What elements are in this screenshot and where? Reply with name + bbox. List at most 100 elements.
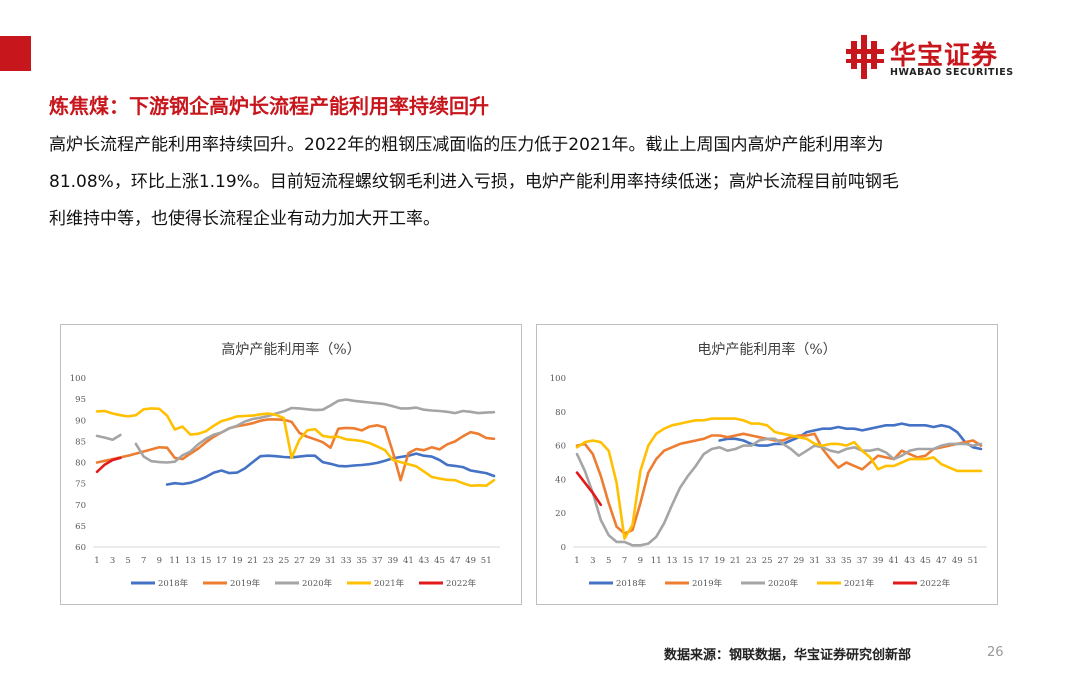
x-tick-label: 45	[434, 556, 445, 566]
series-line-2018	[165, 452, 496, 486]
legend-label: 2019年	[230, 578, 261, 589]
x-tick-label: 35	[841, 556, 852, 566]
y-tick-label: 60	[555, 442, 566, 452]
x-tick-label: 23	[263, 556, 274, 566]
x-tick-label: 43	[419, 556, 430, 566]
body-line-1: 高炉长流程产能利用率持续回升。2022年的粗钢压减面临的压力低于2021年。截止…	[49, 135, 884, 155]
y-tick-label: 60	[75, 543, 86, 553]
legend-label: 2019年	[692, 578, 723, 589]
x-tick-label: 21	[247, 556, 258, 566]
x-tick-label: 7	[622, 556, 627, 566]
x-tick-label: 9	[157, 556, 162, 566]
body-line-3: 利维持中等，也使得长流程企业有动力加大开工率。	[49, 209, 440, 229]
legend-label: 2020年	[768, 578, 799, 589]
series-line-2019	[95, 418, 496, 482]
x-tick-label: 49	[465, 556, 476, 566]
y-tick-label: 70	[75, 501, 86, 511]
x-tick-label: 27	[294, 556, 305, 566]
y-tick-label: 75	[75, 480, 86, 490]
y-tick-label: 40	[555, 475, 566, 485]
x-tick-label: 27	[778, 556, 789, 566]
y-tick-label: 80	[555, 408, 566, 418]
x-tick-label: 25	[278, 556, 289, 566]
x-tick-label: 5	[125, 556, 130, 566]
slide-title: 炼焦煤：下游钢企高炉长流程产能利用率持续回升	[49, 94, 489, 118]
series-line-2021	[95, 407, 496, 487]
brand-logo: 华宝证券 HWABAO SECURITIES	[846, 33, 1046, 81]
x-tick-label: 31	[325, 556, 336, 566]
chart-panel-electric-furnace: 电炉产能利用率（%） 0 20 40 60 80 100 1 3 5 7 9 11 13 15 17 19 21 2…	[536, 324, 998, 605]
x-tick-label: 39	[873, 556, 884, 566]
logo-mark-icon	[846, 35, 884, 79]
body-text: 高炉长流程产能利用率持续回升。2022年的粗钢压减面临的压力低于2021年。截止…	[49, 127, 1029, 238]
y-tick-label: 100	[550, 374, 566, 384]
body-line-2: 81.08%，环比上涨1.19%。目前短流程螺纹钢毛利进入亏损，电炉产能利用率持…	[49, 172, 899, 192]
series-line-2020	[575, 437, 983, 547]
x-tick-label: 7	[141, 556, 146, 566]
y-tick-label: 95	[75, 395, 86, 405]
x-tick-label: 23	[746, 556, 757, 566]
y-tick-label: 80	[75, 459, 86, 469]
series-line-2020	[134, 398, 496, 464]
x-tick-label: 35	[356, 556, 367, 566]
x-tick-label: 49	[952, 556, 963, 566]
x-tick-label: 15	[682, 556, 693, 566]
x-tick-label: 31	[809, 556, 820, 566]
chart-panel-blast-furnace: 高炉产能利用率（%） 60 65 70 75 80 85 90 95 100 1 3 5 7 9 11 13 15…	[60, 324, 522, 605]
x-tick-label: 47	[936, 556, 947, 566]
x-tick-label: 37	[372, 556, 383, 566]
legend-label: 2022年	[920, 578, 951, 589]
x-tick-label: 51	[968, 556, 979, 566]
x-tick-label: 15	[201, 556, 212, 566]
x-tick-label: 13	[185, 556, 196, 566]
legend-label: 2020年	[302, 578, 333, 589]
series-line-2022	[95, 456, 122, 474]
y-tick-label: 100	[70, 374, 86, 384]
chart-title: 高炉产能利用率（%）	[221, 341, 360, 358]
chart-title: 电炉产能利用率（%）	[697, 341, 836, 358]
x-tick-label: 11	[651, 556, 662, 566]
logo-text-cn: 华宝证券	[890, 41, 999, 71]
x-tick-label: 43	[904, 556, 915, 566]
page-number: 26	[987, 645, 1004, 660]
x-tick-label: 21	[730, 556, 741, 566]
x-tick-label: 9	[638, 556, 643, 566]
y-tick-label: 85	[75, 437, 86, 447]
x-tick-label: 17	[216, 556, 227, 566]
data-source: 数据来源：钢联数据，华宝证券研究创新部	[664, 648, 912, 663]
x-tick-label: 37	[857, 556, 868, 566]
x-tick-label: 17	[698, 556, 709, 566]
x-tick-label: 45	[920, 556, 931, 566]
x-tick-label: 33	[825, 556, 836, 566]
x-tick-label: 13	[667, 556, 678, 566]
x-tick-label: 1	[574, 556, 579, 566]
x-tick-label: 33	[341, 556, 352, 566]
x-tick-label: 3	[590, 556, 595, 566]
series-line-2020	[95, 433, 122, 441]
x-tick-label: 51	[481, 556, 492, 566]
x-tick-label: 5	[606, 556, 611, 566]
logo-text-en: HWABAO SECURITIES	[890, 67, 1014, 78]
x-tick-label: 41	[403, 556, 414, 566]
y-tick-label: 65	[75, 522, 86, 532]
legend-label: 2021年	[844, 578, 875, 589]
y-tick-label: 90	[75, 416, 86, 426]
x-tick-label: 19	[232, 556, 243, 566]
y-tick-label: 20	[555, 509, 566, 519]
x-tick-label: 39	[387, 556, 398, 566]
legend-label: 2018年	[616, 578, 647, 589]
series-line-2018	[718, 422, 983, 451]
legend-label: 2022年	[446, 578, 477, 589]
series-line-2022	[575, 471, 603, 507]
x-tick-label: 1	[94, 556, 99, 566]
legend-label: 2018年	[158, 578, 189, 589]
y-tick-label: 0	[561, 543, 566, 553]
x-tick-label: 3	[110, 556, 115, 566]
legend-label: 2021年	[374, 578, 405, 589]
series-line-2021	[575, 417, 983, 540]
x-tick-label: 25	[762, 556, 773, 566]
x-tick-label: 47	[450, 556, 461, 566]
x-tick-label: 29	[310, 556, 321, 566]
